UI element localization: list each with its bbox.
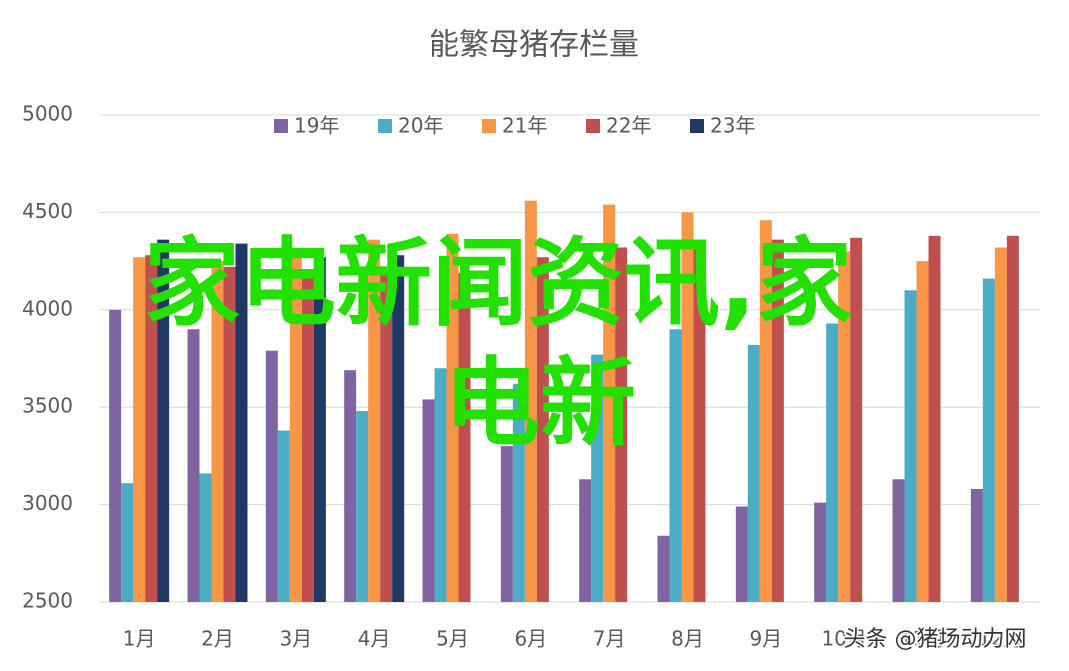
bar — [982, 278, 995, 602]
bar — [277, 430, 290, 602]
bar — [735, 506, 748, 602]
watermark: 头条 @猪场动力网 — [844, 627, 1027, 652]
bar — [759, 220, 772, 602]
bar — [657, 535, 670, 602]
x-tick-label: 6月 — [514, 627, 547, 651]
bar — [313, 257, 326, 602]
legend-label: 19年 — [294, 114, 339, 138]
bar — [669, 329, 682, 602]
bar — [187, 329, 200, 602]
x-tick-label: 3月 — [279, 627, 312, 651]
bar — [512, 383, 525, 602]
x-tick-label: 12月 — [978, 627, 1023, 651]
bar — [747, 344, 760, 602]
bar — [904, 290, 917, 602]
x-tick-label: 9月 — [749, 627, 782, 651]
bar — [446, 233, 459, 602]
y-tick-label: 4000 — [22, 296, 73, 320]
bar — [211, 261, 224, 602]
bar — [109, 309, 122, 602]
bar — [344, 370, 357, 602]
x-tick-label: 4月 — [358, 627, 391, 651]
bar — [301, 270, 314, 602]
x-tick-label: 1月 — [123, 627, 156, 651]
bar — [994, 247, 1007, 603]
bar — [289, 249, 302, 603]
legend-label: 23年 — [710, 114, 755, 138]
bar — [121, 483, 134, 602]
x-tick-label: 7月 — [593, 627, 626, 651]
bar — [591, 354, 604, 602]
bar — [771, 239, 784, 602]
bar — [223, 266, 236, 602]
bar — [850, 237, 863, 602]
bar — [928, 235, 941, 602]
legend-label: 20年 — [398, 114, 443, 138]
bar — [681, 212, 694, 602]
bar — [434, 368, 447, 602]
legend-label: 22年 — [606, 114, 651, 138]
y-tick-label: 5000 — [22, 102, 73, 126]
legend-swatch — [378, 119, 392, 133]
bar — [133, 257, 146, 602]
y-tick-label: 2500 — [22, 589, 73, 613]
legend-swatch — [482, 119, 496, 133]
bar — [235, 243, 248, 602]
chart-title: 能繁母猪存栏量 — [429, 28, 639, 63]
bar — [838, 251, 851, 603]
bar — [265, 350, 278, 602]
x-tick-label: 8月 — [671, 627, 704, 651]
legend-swatch — [586, 119, 600, 133]
x-tick-label: 2月 — [201, 627, 234, 651]
overlay-text: 家电新闻资讯,家 — [144, 227, 852, 339]
x-tick-label: 5月 — [436, 627, 469, 651]
legend-swatch — [690, 119, 704, 133]
bar — [157, 239, 170, 602]
bar — [458, 272, 471, 602]
x-tick-label: 10月 — [821, 627, 866, 651]
bar — [579, 479, 592, 602]
bar — [199, 473, 212, 602]
bar — [615, 247, 628, 603]
bar — [814, 502, 827, 602]
bar — [693, 249, 706, 603]
bar — [380, 270, 393, 602]
bar — [500, 446, 513, 602]
legend-swatch — [274, 119, 288, 133]
overlay-text: 电新 — [444, 347, 636, 459]
bar — [536, 257, 549, 602]
bar — [422, 399, 435, 602]
bar — [916, 261, 929, 602]
y-tick-label: 3000 — [22, 491, 73, 515]
bar — [356, 411, 369, 602]
bar — [603, 204, 616, 602]
bar — [368, 239, 381, 602]
bar — [1006, 235, 1019, 602]
bar — [524, 200, 537, 602]
bar — [392, 255, 405, 603]
legend-label: 21年 — [502, 114, 547, 138]
bar — [892, 479, 905, 602]
bar — [145, 255, 158, 603]
x-tick-label: 11月 — [900, 627, 945, 651]
bar — [826, 323, 839, 602]
y-tick-label: 4500 — [22, 199, 73, 223]
bar — [970, 489, 983, 602]
y-tick-label: 3500 — [22, 394, 73, 418]
